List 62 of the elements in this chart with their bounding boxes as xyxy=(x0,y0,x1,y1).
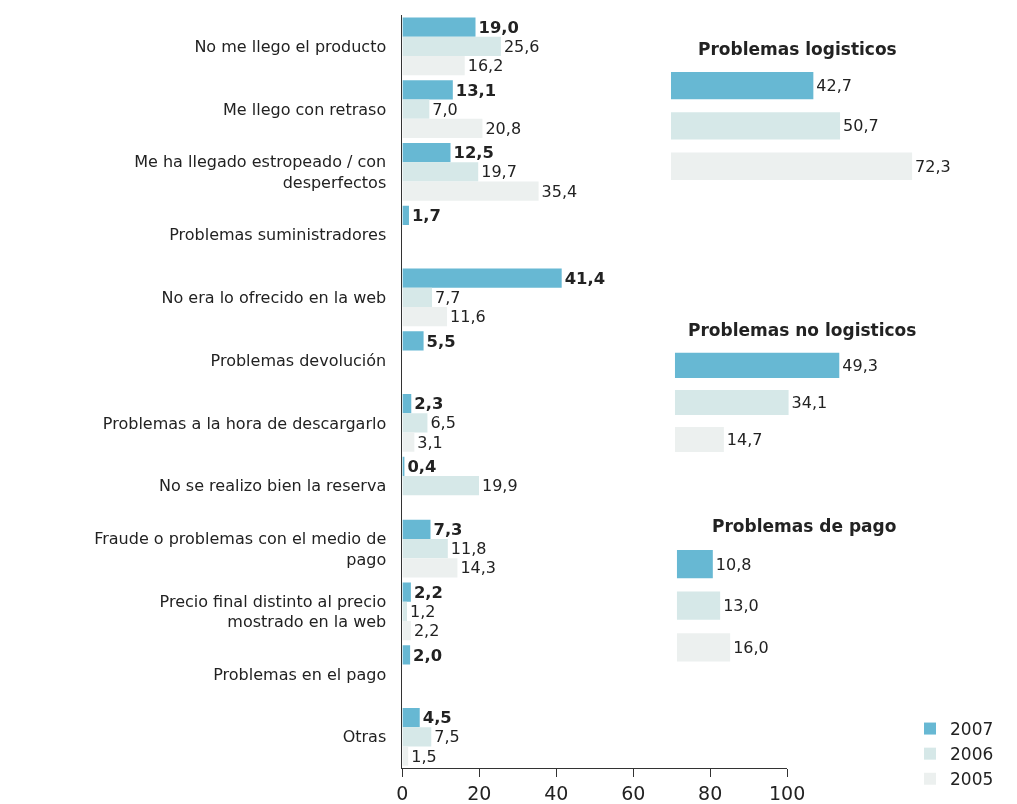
y-tick-label: No me llego el producto xyxy=(194,36,387,56)
y-tick-label: No se realizo bien la reserva xyxy=(158,476,387,496)
data-label: 25,6 xyxy=(503,36,540,56)
data-label: 5,5 xyxy=(426,331,456,351)
legend-label: 2007 xyxy=(950,719,994,740)
x-tick-label: 20 xyxy=(467,782,492,804)
data-label: 13,0 xyxy=(723,596,759,616)
data-label: 7,7 xyxy=(435,287,461,307)
y-tick-label: Me llego con retraso xyxy=(223,99,387,119)
data-label: 1,5 xyxy=(411,746,437,766)
y-tick-label: Problemas a la hora de descargarlo xyxy=(102,413,387,433)
data-label: 4,5 xyxy=(422,708,452,728)
data-label: 16,2 xyxy=(467,56,504,76)
data-label: 2,2 xyxy=(413,621,440,641)
x-tick-label: 40 xyxy=(544,782,569,804)
y-tick-label: Fraude o problemas con el medio de pago xyxy=(94,528,387,569)
data-label: 42,7 xyxy=(816,76,852,96)
x-tick-label: 80 xyxy=(698,782,723,804)
data-label: 0,4 xyxy=(407,457,437,477)
data-label: 7,5 xyxy=(434,727,460,747)
y-tick-label: Problemas suministradores xyxy=(169,225,387,245)
data-label: 35,4 xyxy=(541,181,578,201)
data-label: 2,2 xyxy=(413,582,443,602)
legend-label: 2005 xyxy=(950,769,994,790)
data-label: 2,3 xyxy=(414,394,444,414)
data-label: 7,0 xyxy=(432,99,458,119)
data-label: 34,1 xyxy=(791,392,828,412)
data-label: 19,7 xyxy=(481,162,517,182)
data-label: 3,1 xyxy=(417,432,443,452)
data-label: 1,2 xyxy=(410,601,436,621)
data-label: 6,5 xyxy=(430,413,456,433)
data-label: 16,0 xyxy=(733,637,769,657)
data-label: 11,6 xyxy=(450,307,486,327)
x-tick-label: 60 xyxy=(621,782,646,804)
y-tick-label: Otras xyxy=(342,727,387,747)
data-label: 72,3 xyxy=(915,156,951,176)
data-label: 41,4 xyxy=(564,268,606,288)
data-label: 1,7 xyxy=(411,206,441,226)
data-label: 14,3 xyxy=(460,558,497,578)
data-label: 12,5 xyxy=(453,143,494,163)
data-label: 11,8 xyxy=(450,539,487,559)
chart-title: Problemas no logisticos xyxy=(688,320,917,340)
data-label: 20,8 xyxy=(485,118,522,138)
y-tick-label: Precio final distinto al precio mostrado en la web xyxy=(159,591,387,632)
y-tick-label: Problemas en el pago xyxy=(213,664,387,684)
text: Problemas de pago xyxy=(712,516,897,536)
chart-title: Problemas logisticos xyxy=(698,39,897,59)
data-label: 49,3 xyxy=(842,355,878,375)
y-tick-label: No era lo ofrecido en la web xyxy=(161,287,387,307)
data-label: 13,1 xyxy=(455,80,497,100)
y-tick-label: Me ha llegado estropeado / con desperfectos xyxy=(134,152,387,192)
data-label: 50,7 xyxy=(843,116,879,136)
data-label: 19,9 xyxy=(481,476,518,496)
x-tick-label: 100 xyxy=(768,782,806,804)
data-label: 10,8 xyxy=(715,554,752,574)
data-label: 19,0 xyxy=(478,17,519,37)
data-label: 7,3 xyxy=(433,520,463,540)
data-label: 14,7 xyxy=(726,429,763,449)
x-tick-label: 0 xyxy=(396,782,409,804)
legend-label: 2006 xyxy=(950,744,994,765)
data-label: 2,0 xyxy=(413,645,443,665)
y-tick-label: Problemas devolución xyxy=(210,350,387,370)
